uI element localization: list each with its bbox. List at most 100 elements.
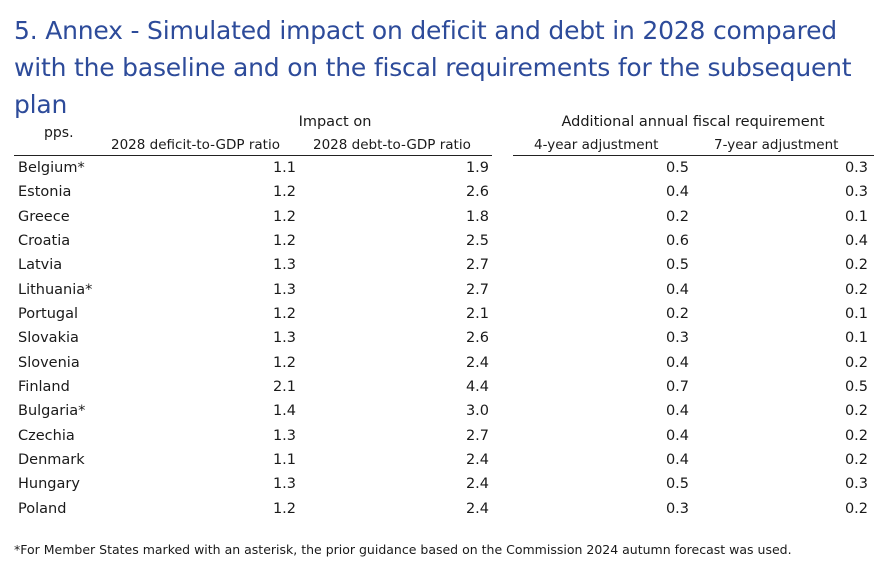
debt-cell: 2.6 xyxy=(465,184,489,201)
table-row: Poland 1.2 2.4 0.3 0.2 xyxy=(0,498,892,522)
column-header-debt: 2028 debt-to-GDP ratio xyxy=(313,137,471,153)
country-cell: Belgium* xyxy=(18,160,85,176)
header-divider-right xyxy=(513,155,874,156)
debt-cell: 2.4 xyxy=(465,500,489,517)
country-cell: Slovakia xyxy=(18,330,79,347)
country-cell: Lithuania* xyxy=(18,281,93,298)
adjustment-4y-cell: 0.4 xyxy=(665,427,689,444)
deficit-cell: 1.3 xyxy=(272,257,296,274)
debt-cell: 2.4 xyxy=(465,452,489,469)
table-row: Slovakia 1.3 2.6 0.3 0.1 xyxy=(0,327,892,351)
column-header-7-year: 7-year adjustment xyxy=(714,137,839,153)
column-header-deficit: 2028 deficit-to-GDP ratio xyxy=(111,137,280,153)
debt-cell: 2.7 xyxy=(465,257,489,274)
table-row: Latvia 1.3 2.7 0.5 0.2 xyxy=(0,254,892,278)
deficit-cell: 1.1 xyxy=(272,452,296,469)
debt-cell: 2.7 xyxy=(465,427,489,444)
debt-cell: 2.6 xyxy=(465,330,489,347)
debt-cell: 2.4 xyxy=(465,476,489,493)
adjustment-4y-cell: 0.3 xyxy=(665,500,689,517)
deficit-cell: 1.3 xyxy=(272,281,296,298)
adjustment-7y-cell: 0.4 xyxy=(844,233,868,250)
debt-cell: 4.4 xyxy=(465,379,489,396)
adjustment-4y-cell: 0.5 xyxy=(665,476,689,493)
table-row: Greece 1.2 1.8 0.2 0.1 xyxy=(0,206,892,230)
country-cell: Poland xyxy=(18,500,67,517)
adjustment-4y-cell: 0.4 xyxy=(665,452,689,469)
deficit-cell: 1.2 xyxy=(272,184,296,201)
deficit-cell: 1.2 xyxy=(272,233,296,250)
deficit-cell: 1.2 xyxy=(272,306,296,323)
adjustment-4y-cell: 0.2 xyxy=(665,306,689,323)
country-cell: Latvia xyxy=(18,257,63,274)
adjustment-4y-cell: 0.3 xyxy=(665,330,689,347)
adjustment-7y-cell: 0.2 xyxy=(844,427,868,444)
unit-label: pps. xyxy=(44,125,74,141)
deficit-cell: 1.2 xyxy=(272,354,296,371)
adjustment-7y-cell: 0.3 xyxy=(844,160,868,176)
deficit-cell: 1.2 xyxy=(272,208,296,225)
debt-cell: 1.8 xyxy=(465,208,489,225)
country-cell: Hungary xyxy=(18,476,80,493)
country-cell: Denmark xyxy=(18,452,85,469)
adjustment-4y-cell: 0.4 xyxy=(665,354,689,371)
adjustment-7y-cell: 0.3 xyxy=(844,476,868,493)
adjustment-7y-cell: 0.2 xyxy=(844,281,868,298)
adjustment-7y-cell: 0.5 xyxy=(844,379,868,396)
adjustment-4y-cell: 0.5 xyxy=(665,257,689,274)
country-cell: Slovenia xyxy=(18,354,80,371)
deficit-cell: 1.2 xyxy=(272,500,296,517)
deficit-cell: 1.3 xyxy=(272,476,296,493)
table-row: Croatia 1.2 2.5 0.6 0.4 xyxy=(0,230,892,254)
debt-cell: 2.5 xyxy=(465,233,489,250)
table-row: Finland 2.1 4.4 0.7 0.5 xyxy=(0,376,892,400)
deficit-cell: 1.3 xyxy=(272,427,296,444)
adjustment-4y-cell: 0.4 xyxy=(665,403,689,420)
column-header-4-year: 4-year adjustment xyxy=(534,137,659,153)
country-cell: Estonia xyxy=(18,184,72,201)
debt-cell: 2.4 xyxy=(465,354,489,371)
table-row: Bulgaria* 1.4 3.0 0.4 0.2 xyxy=(0,400,892,424)
footnote: *For Member States marked with an asteri… xyxy=(14,542,792,557)
table-body: Belgium* 1.1 1.9 0.5 0.3 Estonia 1.2 2.6 0.4 0.3 G… xyxy=(0,157,892,522)
table-row: Hungary 1.3 2.4 0.5 0.3 xyxy=(0,473,892,497)
adjustment-4y-cell: 0.5 xyxy=(665,160,689,176)
table-row: Denmark 1.1 2.4 0.4 0.2 xyxy=(0,449,892,473)
adjustment-4y-cell: 0.7 xyxy=(665,379,689,396)
adjustment-4y-cell: 0.4 xyxy=(665,281,689,298)
table-row: Portugal 1.2 2.1 0.2 0.1 xyxy=(0,303,892,327)
country-cell: Finland xyxy=(18,379,70,396)
deficit-cell: 1.4 xyxy=(272,403,296,420)
adjustment-7y-cell: 0.2 xyxy=(844,500,868,517)
adjustment-7y-cell: 0.2 xyxy=(844,257,868,274)
adjustment-7y-cell: 0.3 xyxy=(844,184,868,201)
adjustment-4y-cell: 0.2 xyxy=(665,208,689,225)
group-header-impact: Impact on xyxy=(298,114,372,130)
country-cell: Bulgaria* xyxy=(18,403,86,420)
debt-cell: 3.0 xyxy=(465,403,489,420)
table-row: Estonia 1.2 2.6 0.4 0.3 xyxy=(0,181,892,205)
debt-cell: 2.1 xyxy=(465,306,489,323)
deficit-cell: 1.1 xyxy=(272,160,296,176)
adjustment-4y-cell: 0.6 xyxy=(665,233,689,250)
deficit-cell: 2.1 xyxy=(272,379,296,396)
debt-cell: 1.9 xyxy=(465,160,489,176)
country-cell: Greece xyxy=(18,208,70,225)
adjustment-7y-cell: 0.2 xyxy=(844,452,868,469)
country-cell: Portugal xyxy=(18,306,79,323)
group-header-additional: Additional annual fiscal requirement xyxy=(561,114,825,130)
country-cell: Czechia xyxy=(18,427,75,444)
adjustment-7y-cell: 0.1 xyxy=(844,330,868,347)
deficit-cell: 1.3 xyxy=(272,330,296,347)
debt-cell: 2.7 xyxy=(465,281,489,298)
table-row: Belgium* 1.1 1.9 0.5 0.3 xyxy=(0,157,892,181)
table-row: Czechia 1.3 2.7 0.4 0.2 xyxy=(0,425,892,449)
adjustment-7y-cell: 0.2 xyxy=(844,354,868,371)
adjustment-7y-cell: 0.1 xyxy=(844,306,868,323)
country-cell: Croatia xyxy=(18,233,71,250)
table-row: Slovenia 1.2 2.4 0.4 0.2 xyxy=(0,352,892,376)
adjustment-7y-cell: 0.2 xyxy=(844,403,868,420)
adjustment-7y-cell: 0.1 xyxy=(844,208,868,225)
table-row: Lithuania* 1.3 2.7 0.4 0.2 xyxy=(0,279,892,303)
